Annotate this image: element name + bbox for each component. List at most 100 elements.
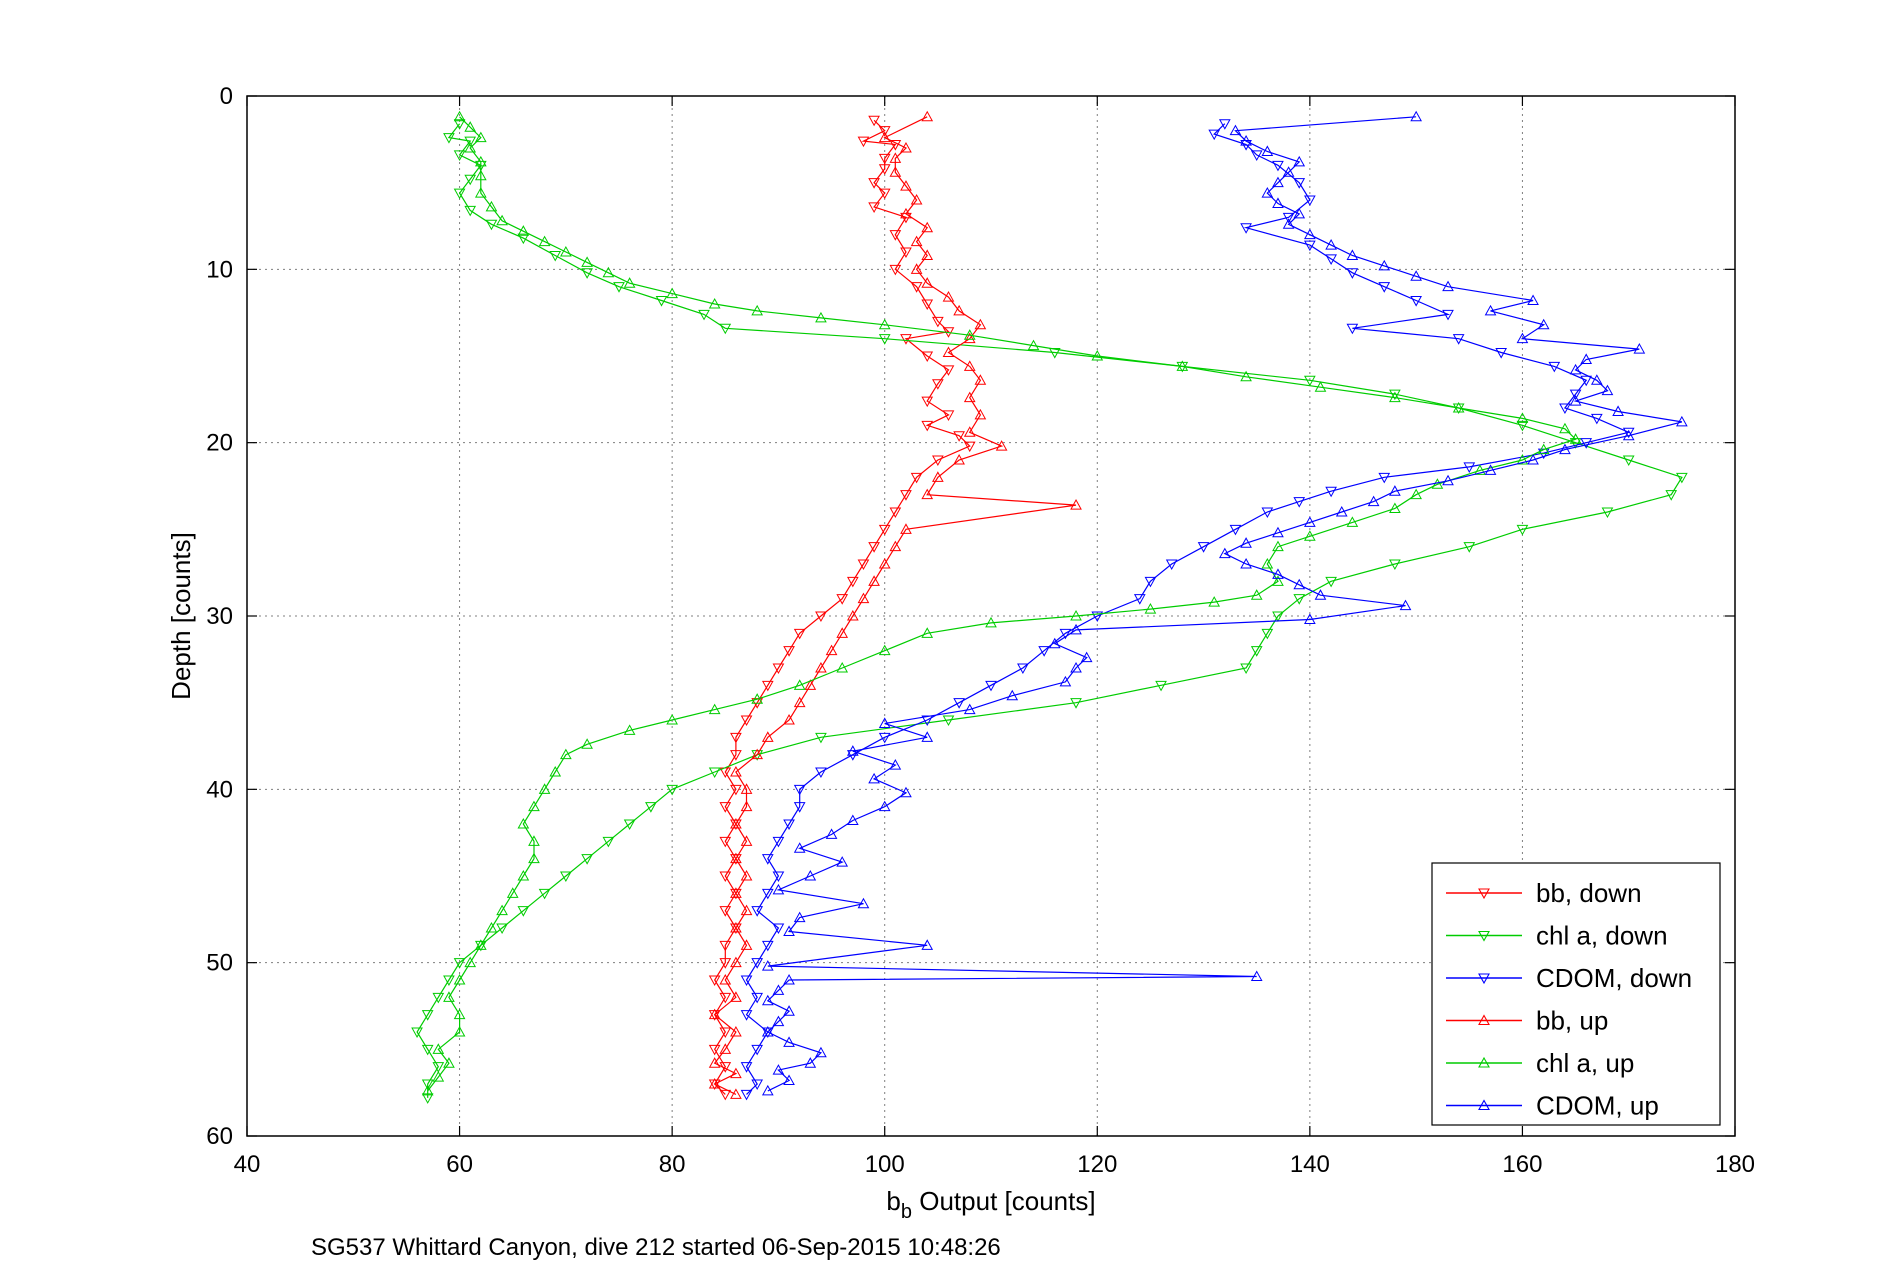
data-point xyxy=(783,713,795,725)
data-point xyxy=(1304,375,1316,387)
data-point xyxy=(1484,464,1497,475)
data-point xyxy=(878,131,891,143)
data-point xyxy=(453,973,466,985)
data-point xyxy=(1537,443,1550,455)
data-point xyxy=(1378,472,1391,484)
data-point xyxy=(740,1062,753,1073)
data-point xyxy=(783,973,795,985)
data-point xyxy=(1272,160,1284,172)
data-point xyxy=(1378,259,1391,271)
data-point xyxy=(846,814,859,826)
data-point xyxy=(963,426,976,437)
data-point xyxy=(985,680,997,692)
data-point xyxy=(517,906,530,917)
data-point xyxy=(921,488,934,500)
series-4 xyxy=(421,110,1582,1096)
data-point xyxy=(1463,542,1476,553)
data-point xyxy=(751,1044,764,1056)
legend-marker xyxy=(1478,930,1490,942)
data-point xyxy=(836,856,849,867)
data-point xyxy=(868,772,880,784)
legend-marker xyxy=(1478,888,1490,900)
data-point xyxy=(1282,212,1295,224)
data-point xyxy=(1133,594,1146,605)
data-point xyxy=(496,904,508,916)
data-point xyxy=(1155,680,1167,692)
data-point xyxy=(1474,464,1486,475)
data-point xyxy=(900,490,912,501)
data-point xyxy=(1676,472,1688,484)
data-point xyxy=(889,152,902,163)
data-point xyxy=(464,141,477,153)
data-point xyxy=(1452,334,1465,345)
data-point xyxy=(1282,166,1295,177)
data-point xyxy=(932,316,944,328)
data-point xyxy=(1250,646,1263,657)
data-point xyxy=(1495,348,1508,359)
data-point xyxy=(1622,429,1635,441)
data-point xyxy=(921,249,934,260)
data-point xyxy=(496,923,508,935)
data-point xyxy=(857,136,870,148)
data-point xyxy=(549,765,562,777)
data-point xyxy=(528,800,540,812)
data-point xyxy=(1144,603,1157,614)
x-tick-label: 120 xyxy=(1077,1151,1117,1178)
data-point xyxy=(910,193,923,205)
data-point xyxy=(730,750,742,761)
data-point xyxy=(825,828,838,839)
legend-marker xyxy=(1478,1099,1490,1111)
series-line xyxy=(713,119,971,1095)
data-point xyxy=(921,396,934,408)
data-point xyxy=(464,121,477,132)
data-point xyxy=(783,1036,795,1047)
data-point xyxy=(868,178,880,189)
data-point xyxy=(1516,412,1529,423)
data-point xyxy=(581,738,593,749)
y-tick-label: 20 xyxy=(206,430,233,457)
data-point xyxy=(581,268,593,279)
data-point xyxy=(719,958,732,969)
data-point xyxy=(1059,628,1072,640)
data-point xyxy=(1442,309,1454,321)
data-point xyxy=(878,524,891,536)
data-point xyxy=(825,644,838,656)
data-point xyxy=(910,235,923,247)
data-point xyxy=(963,329,976,340)
series-line xyxy=(766,116,1683,1092)
data-point xyxy=(1367,495,1380,507)
data-point xyxy=(815,311,827,323)
data-point xyxy=(464,136,477,148)
data-point xyxy=(1250,589,1263,600)
data-point xyxy=(772,836,785,848)
data-point xyxy=(900,247,912,259)
data-point xyxy=(910,472,923,484)
data-point xyxy=(772,1064,785,1075)
data-point xyxy=(581,854,593,865)
data-point xyxy=(730,887,742,898)
data-point xyxy=(868,202,880,213)
data-point xyxy=(772,883,785,895)
data-point xyxy=(1325,239,1337,250)
data-point xyxy=(1516,332,1529,344)
data-point xyxy=(793,802,806,813)
legend-label: chl a, down xyxy=(1536,921,1668,951)
data-point xyxy=(878,644,891,656)
data-point xyxy=(1144,576,1157,588)
data-point xyxy=(1091,611,1104,623)
data-point xyxy=(985,616,997,628)
data-point xyxy=(900,786,912,798)
data-point xyxy=(474,131,487,143)
data-point xyxy=(836,594,849,605)
data-point xyxy=(719,1089,732,1101)
data-point xyxy=(974,408,987,420)
data-point xyxy=(740,1010,753,1021)
data-point xyxy=(1272,176,1284,188)
data-point xyxy=(1325,486,1337,498)
data-point xyxy=(740,783,753,794)
data-point xyxy=(1293,594,1306,605)
data-point xyxy=(613,282,625,293)
data-point xyxy=(740,975,753,987)
